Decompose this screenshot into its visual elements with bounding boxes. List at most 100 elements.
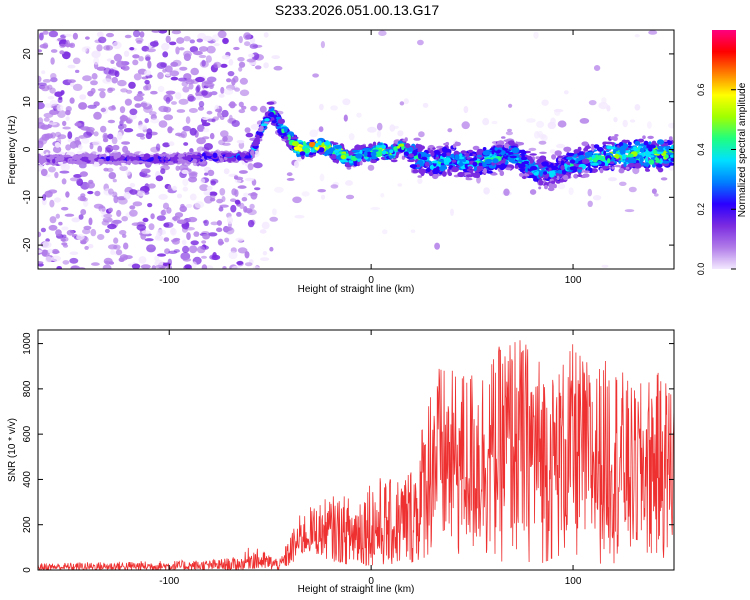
spectrogram-cell — [72, 32, 78, 40]
spectrogram-cell — [116, 131, 123, 140]
spectrogram-cell — [137, 190, 146, 197]
spectrogram-cell — [64, 33, 72, 37]
spectrogram-cell — [189, 46, 199, 53]
spectrogram-cell — [201, 90, 208, 96]
spectrogram-cell — [198, 106, 204, 111]
spectrogram-ridge-cell — [359, 161, 363, 166]
spectrogram-cell — [94, 190, 101, 197]
spectrogram-cell — [397, 183, 403, 187]
spectrogram-cell — [245, 132, 254, 138]
spectrogram-ridge-cell — [632, 158, 637, 164]
spectrogram-cell — [40, 227, 47, 233]
spectrogram-cell — [133, 30, 141, 38]
spectrogram-cell — [199, 184, 209, 192]
spectrogram-cell — [253, 162, 263, 169]
spectrogram-cell — [106, 32, 114, 38]
spectrogram-ridge-cell — [177, 158, 184, 162]
spectrogram-ridge-cell — [413, 137, 421, 141]
spectrogram-cell — [113, 53, 122, 62]
spectrogram-cell — [301, 191, 310, 197]
spectrogram-cell — [194, 201, 205, 209]
spectrogram-ridge-cell — [648, 147, 653, 152]
spectrogram-cell — [356, 112, 362, 118]
spectrogram-cell — [90, 80, 98, 86]
spectrogram-cell — [193, 95, 204, 101]
spectrogram-cell — [189, 127, 197, 136]
spectrogram-cell — [653, 193, 659, 197]
spectrogram-cell — [160, 209, 166, 216]
spectrogram-cell — [261, 221, 270, 230]
spectrogram-cell — [75, 69, 80, 73]
spectrogram-cell — [248, 53, 255, 58]
spectrogram-ridge-cell — [192, 155, 201, 159]
spectrogram-ridge-cell — [177, 155, 184, 158]
spectrogram-cell — [158, 120, 168, 128]
spectrogram-ridge-cell — [533, 172, 539, 176]
spectrogram-ridge-cell — [329, 154, 337, 160]
spectrogram-ridge-cell — [395, 153, 399, 159]
spectrogram-ridge-cell — [356, 160, 361, 167]
spectrogram-cell — [171, 30, 182, 35]
spectrogram-ridge-cell — [619, 149, 626, 155]
spectrogram-cell — [70, 265, 79, 269]
spectrogram-ridge-cell — [476, 154, 482, 158]
spectrogram-cell — [122, 65, 130, 71]
spectrogram-ridge-cell — [417, 148, 422, 153]
spectrogram-cell — [533, 31, 539, 39]
spectrogram-cell — [121, 141, 131, 145]
spectrogram-cell — [69, 257, 79, 264]
spectrogram-cell — [528, 147, 537, 151]
spectrogram-cell — [262, 251, 268, 256]
spectrogram-ridge-cell — [374, 151, 383, 157]
spectrogram-cell — [140, 102, 148, 108]
spectrogram-cell — [151, 265, 156, 269]
spectrogram-ridge-cell — [372, 149, 379, 152]
spectrogram-cell — [123, 128, 134, 133]
spectrogram-cell — [167, 126, 173, 134]
spectrogram-cell — [206, 185, 213, 191]
spectrogram-ridge-cell — [451, 159, 457, 163]
spectrogram-cell — [227, 71, 235, 77]
spectrogram-cell — [48, 189, 58, 194]
spectrogram-cell — [136, 40, 143, 44]
spectrogram-ridge-cell — [388, 155, 395, 159]
x-tick-label: 0 — [368, 275, 374, 286]
spectrogram-cell — [223, 135, 234, 143]
y-tick-label: 800 — [22, 380, 33, 397]
spectrogram-cell — [129, 182, 136, 188]
colorbar-tick-label: 0.0 — [696, 263, 706, 276]
spectrogram-cell — [64, 213, 75, 217]
spectrogram-cell — [272, 208, 277, 216]
spectrogram-ridge-cell — [418, 168, 426, 175]
spectrogram-cell — [38, 122, 46, 129]
spectrogram-ridge-cell — [370, 159, 377, 164]
spectrogram-ridge-cell — [381, 150, 387, 155]
spectrogram-cell — [115, 249, 123, 256]
spectrogram-cell — [83, 199, 89, 208]
spectrogram-ridge-cell — [507, 156, 511, 160]
spectrogram-ridge-cell — [597, 155, 603, 159]
spectrogram-ridge-cell — [459, 156, 465, 160]
spectrogram-xlabel: Height of straight line (km) — [298, 284, 415, 295]
spectrogram-cell — [165, 90, 176, 95]
spectrogram-ridge-cell — [293, 146, 301, 151]
spectrogram-cell — [292, 196, 302, 204]
spectrogram-cell — [447, 128, 453, 133]
spectrogram-cell — [92, 140, 101, 146]
spectrogram-cell — [118, 197, 128, 205]
spectrogram-cell — [218, 93, 225, 98]
spectrogram-cell — [136, 133, 145, 138]
spectrogram-ridge-cell — [566, 156, 574, 160]
spectrogram-cell — [239, 89, 250, 97]
spectrogram-cell — [202, 233, 211, 240]
spectrogram-cell — [170, 61, 179, 67]
spectrogram-ridge-cell — [368, 143, 373, 149]
spectrogram-ridge-cell — [131, 160, 140, 165]
spectrogram-cell — [188, 108, 198, 113]
spectrogram-ridge-cell — [556, 175, 560, 181]
spectrogram-ridge-cell — [627, 141, 632, 146]
spectrogram-cell — [613, 117, 618, 123]
spectrogram-cell — [162, 51, 169, 58]
spectrogram-cell — [176, 219, 187, 225]
